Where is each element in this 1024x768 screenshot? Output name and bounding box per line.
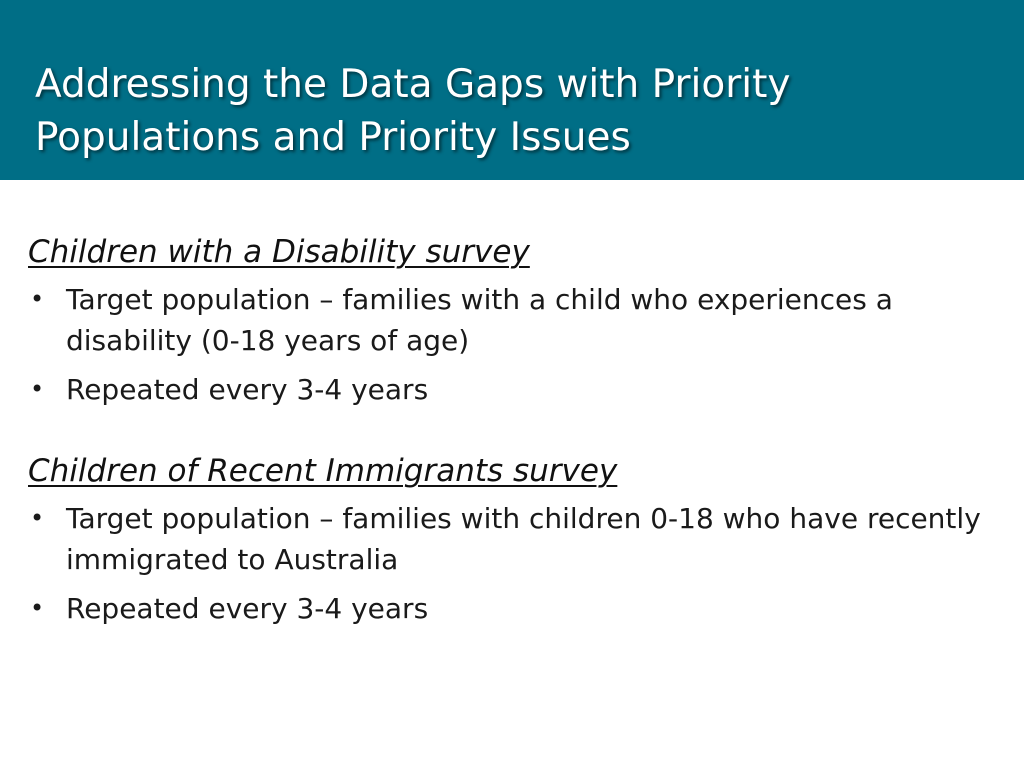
bullet-item: • Target population – families with a ch…: [28, 279, 988, 361]
bullet-text: Target population – families with a chil…: [66, 283, 893, 357]
bullet-list: • Target population – families with chil…: [28, 498, 988, 629]
bullet-icon: •: [30, 594, 45, 622]
section-disability-survey: Children with a Disability survey • Targ…: [28, 228, 988, 410]
bullet-icon: •: [30, 504, 45, 532]
slide-title-line-2: Populations and Priority Issues: [35, 115, 631, 160]
bullet-text: Repeated every 3-4 years: [66, 592, 429, 625]
slide-body: Children with a Disability survey • Targ…: [28, 228, 988, 666]
bullet-item: • Repeated every 3-4 years: [28, 588, 988, 629]
title-bar: Addressing the Data Gaps with Priority P…: [0, 0, 1024, 180]
bullet-icon: •: [30, 375, 45, 403]
bullet-text: Repeated every 3-4 years: [66, 373, 429, 406]
bullet-item: • Target population – families with chil…: [28, 498, 988, 580]
slide-title: Addressing the Data Gaps with Priority P…: [35, 58, 995, 164]
section-heading: Children with a Disability survey: [28, 234, 530, 270]
section-heading: Children of Recent Immigrants survey: [28, 453, 618, 489]
section-immigrants-survey: Children of Recent Immigrants survey • T…: [28, 447, 988, 629]
bullet-list: • Target population – families with a ch…: [28, 279, 988, 410]
bullet-text: Target population – families with childr…: [66, 502, 981, 576]
slide-title-line-1: Addressing the Data Gaps with Priority: [35, 62, 791, 107]
bullet-item: • Repeated every 3-4 years: [28, 369, 988, 410]
bullet-icon: •: [30, 285, 45, 313]
